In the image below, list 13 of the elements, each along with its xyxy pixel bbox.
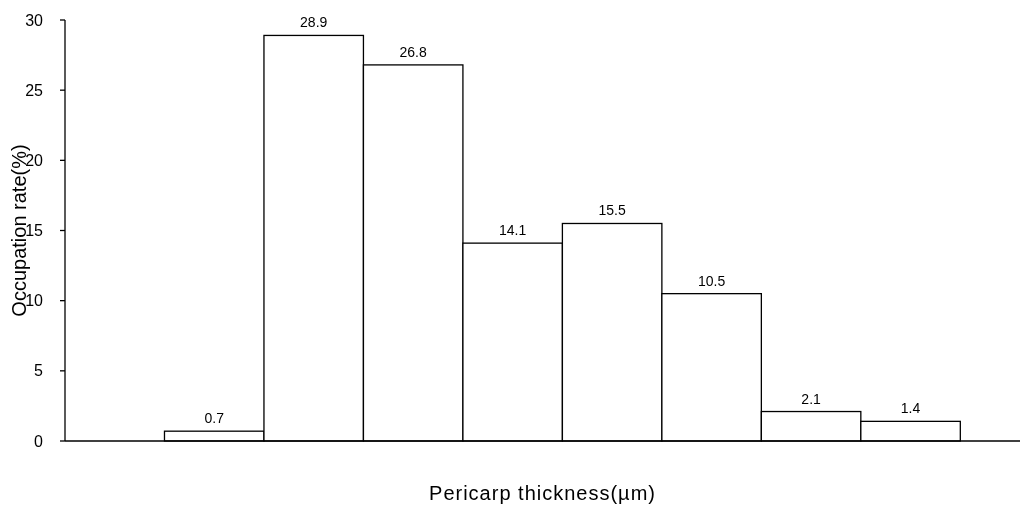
data-label: 28.9: [300, 14, 328, 31]
data-label: 10.5: [697, 272, 726, 289]
x-axis-title: Pericarp thickness(µm): [429, 482, 656, 504]
data-label: 1.4: [900, 400, 921, 417]
data-label: 0.7: [204, 410, 225, 427]
y-tick-label: 25: [25, 81, 44, 99]
y-tick-label: 5: [34, 362, 44, 380]
data-label: 14.1: [499, 222, 527, 239]
y-tick-label: 0: [34, 432, 44, 450]
data-label: 2.1: [801, 390, 822, 407]
y-tick-label: 30: [25, 11, 44, 29]
data-label: 26.8: [399, 43, 428, 60]
data-label: 15.5: [598, 202, 626, 219]
